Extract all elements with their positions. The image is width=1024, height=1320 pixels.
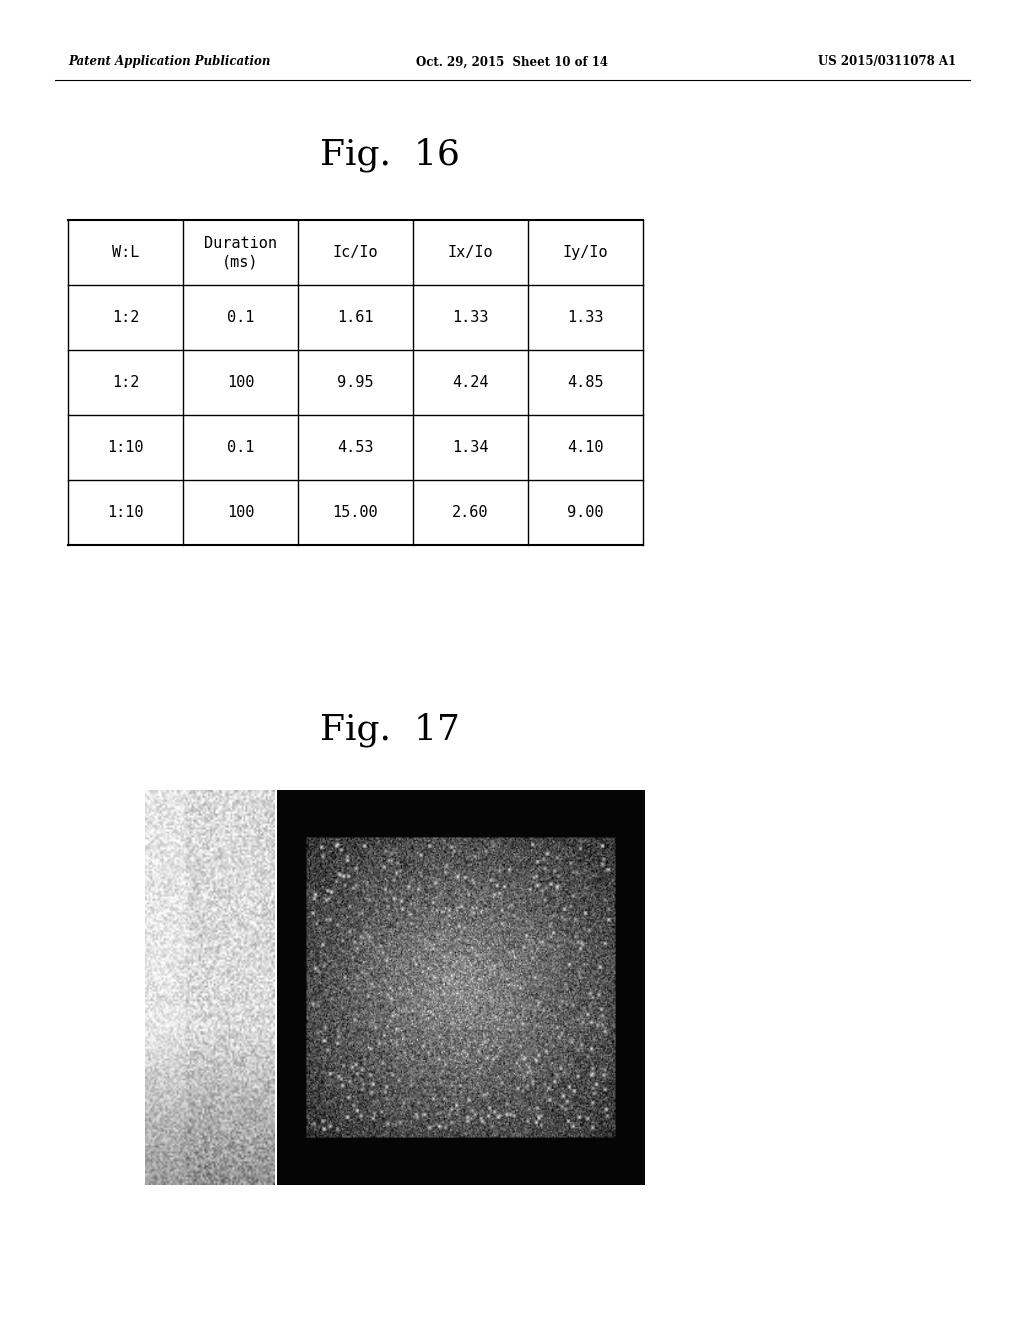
Text: 1.33: 1.33 [567, 310, 604, 325]
Text: 1:10: 1:10 [108, 440, 143, 455]
Text: 2.60: 2.60 [453, 506, 488, 520]
Text: 15.00: 15.00 [333, 506, 378, 520]
Text: Patent Application Publication: Patent Application Publication [68, 55, 270, 69]
Text: US 2015/0311078 A1: US 2015/0311078 A1 [818, 55, 956, 69]
Text: 4.53: 4.53 [337, 440, 374, 455]
Text: Fig.  17: Fig. 17 [321, 713, 460, 747]
Text: 0.1: 0.1 [226, 310, 254, 325]
Text: 1:2: 1:2 [112, 375, 139, 389]
Text: Fig.  16: Fig. 16 [321, 137, 460, 172]
Text: W:L: W:L [112, 246, 139, 260]
Text: 100: 100 [226, 506, 254, 520]
Text: 1.33: 1.33 [453, 310, 488, 325]
Text: 1.61: 1.61 [337, 310, 374, 325]
Text: 4.10: 4.10 [567, 440, 604, 455]
Text: Oct. 29, 2015  Sheet 10 of 14: Oct. 29, 2015 Sheet 10 of 14 [416, 55, 608, 69]
Text: Iy/Io: Iy/Io [562, 246, 608, 260]
Text: 100: 100 [226, 375, 254, 389]
Text: 9.00: 9.00 [567, 506, 604, 520]
Text: 9.95: 9.95 [337, 375, 374, 389]
Text: Duration
(ms): Duration (ms) [204, 236, 278, 269]
Text: Ic/Io: Ic/Io [333, 246, 378, 260]
Text: 0.1: 0.1 [226, 440, 254, 455]
Text: 1:10: 1:10 [108, 506, 143, 520]
Text: Ix/Io: Ix/Io [447, 246, 494, 260]
Text: 4.85: 4.85 [567, 375, 604, 389]
Text: 1.34: 1.34 [453, 440, 488, 455]
Text: 1:2: 1:2 [112, 310, 139, 325]
Text: 4.24: 4.24 [453, 375, 488, 389]
